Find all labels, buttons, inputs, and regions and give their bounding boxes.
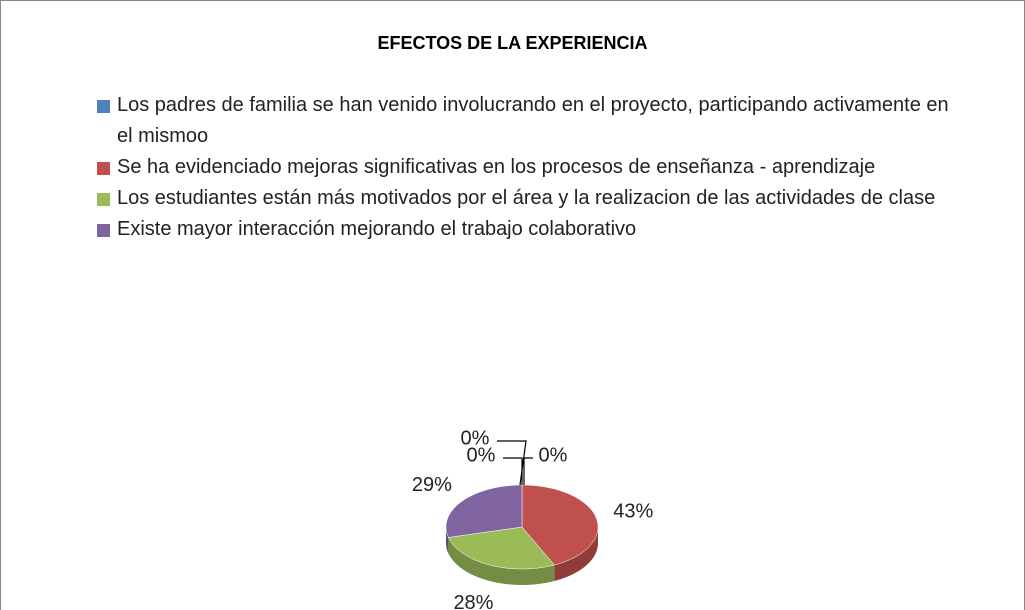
chart-title: EFECTOS DE LA EXPERIENCIA (377, 33, 648, 53)
legend-label: Los padres de familia se han venido invo… (117, 94, 949, 147)
data-label: 0% (461, 427, 490, 449)
legend-entry: Los estudiantes están más motivados por … (97, 183, 967, 214)
slice-side (448, 537, 555, 585)
slice (445, 484, 523, 538)
legend-label: Existe mayor interacción mejorando el tr… (117, 218, 637, 240)
legend-label: Los estudiantes están más motivados por … (117, 187, 936, 209)
legend-entry: Los padres de familia se han venido invo… (97, 90, 967, 152)
slice (448, 526, 555, 570)
slice-side (446, 527, 449, 554)
data-label: 29% (412, 474, 452, 496)
legend-swatch (97, 224, 110, 237)
legend: Los padres de familia se han venido invo… (97, 90, 967, 245)
legend-swatch (97, 193, 110, 206)
slice (521, 484, 599, 566)
legend-label: Se ha evidenciado mejoras significativas… (117, 156, 876, 178)
data-label: 43% (613, 501, 653, 523)
legend-swatch (97, 162, 110, 175)
legend-entry: Se ha evidenciado mejoras significativas… (97, 152, 967, 183)
legend-swatch (97, 100, 110, 113)
leader-line (503, 457, 523, 485)
slice-side (554, 527, 598, 582)
data-label: 0% (467, 444, 496, 466)
leader-line (523, 457, 533, 485)
data-label: 0% (539, 444, 568, 466)
data-label: 28% (453, 592, 493, 610)
legend-entry: Existe mayor interacción mejorando el tr… (97, 214, 967, 245)
